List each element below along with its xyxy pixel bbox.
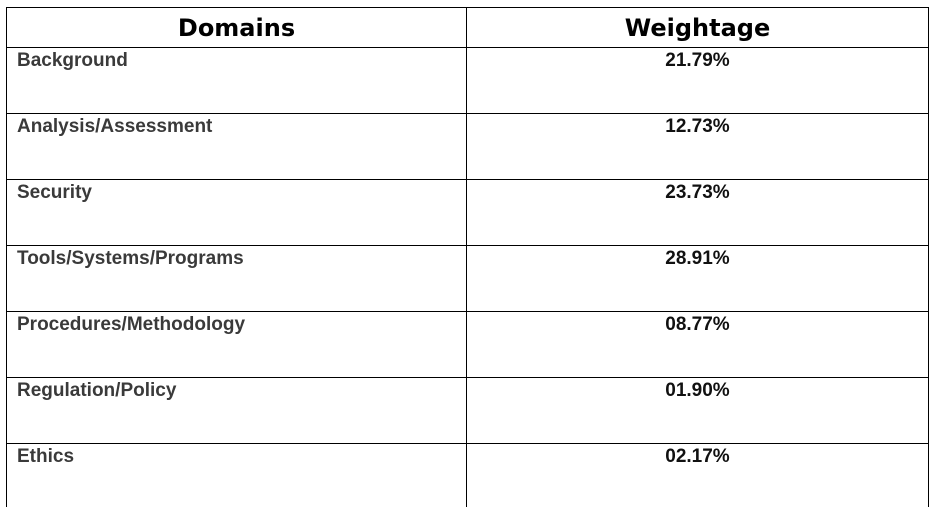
weightage-cell: 28.91%	[466, 245, 929, 312]
domain-cell: Analysis/Assessment	[6, 113, 467, 180]
weightage-cell: 23.73%	[466, 179, 929, 246]
domain-cell: Procedures/Methodology	[6, 311, 467, 378]
table-row: Tools/Systems/Programs 28.91%	[6, 245, 929, 312]
table-row: Procedures/Methodology 08.77%	[6, 311, 929, 378]
domain-cell: Tools/Systems/Programs	[6, 245, 467, 312]
weightage-table: Domains Weightage Background 21.79% Analys…	[6, 7, 929, 507]
table-row: Regulation/Policy 01.90%	[6, 377, 929, 444]
table-row: Background 21.79%	[6, 47, 929, 114]
weightage-cell: 02.17%	[466, 443, 929, 507]
domain-cell: Background	[6, 47, 467, 114]
domain-cell: Security	[6, 179, 467, 246]
header-row: Domains Weightage	[6, 7, 929, 48]
header-cell: Domains	[6, 7, 467, 48]
domain-cell: Ethics	[6, 443, 467, 507]
weightage-cell: 01.90%	[466, 377, 929, 444]
table-row: Ethics 02.17%	[6, 443, 929, 507]
weightage-cell: 08.77%	[466, 311, 929, 378]
weightage-cell: 12.73%	[466, 113, 929, 180]
table-row: Security 23.73%	[6, 179, 929, 246]
weightage-cell: 21.79%	[466, 47, 929, 114]
header-cell: Weightage	[466, 7, 929, 48]
table-body: Background 21.79% Analysis/Assessment 12.73…	[6, 47, 929, 507]
table-row: Analysis/Assessment 12.73%	[6, 113, 929, 180]
domain-cell: Regulation/Policy	[6, 377, 467, 444]
table-head: Domains Weightage	[6, 7, 929, 48]
